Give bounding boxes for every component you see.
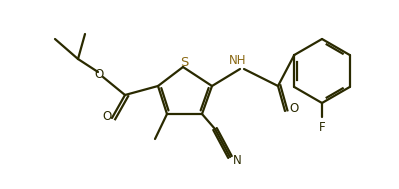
Text: F: F xyxy=(319,121,325,134)
Text: NH: NH xyxy=(229,54,247,67)
Text: O: O xyxy=(95,67,104,81)
Text: O: O xyxy=(289,102,298,115)
Text: N: N xyxy=(233,153,242,167)
Text: S: S xyxy=(180,56,188,68)
Text: O: O xyxy=(103,109,112,122)
